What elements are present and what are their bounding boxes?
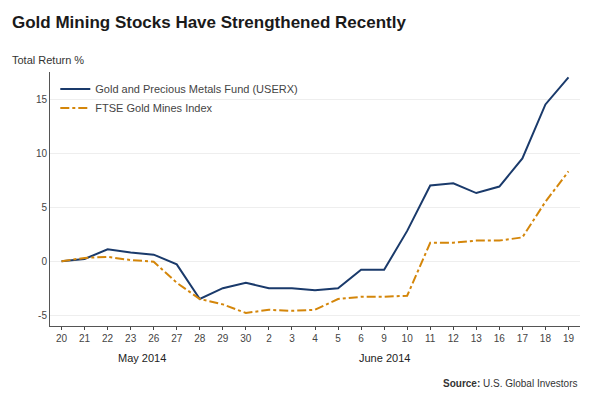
svg-text:6: 6: [358, 333, 364, 344]
svg-text:Gold Mining Stocks Have Streng: Gold Mining Stocks Have Strengthened Rec…: [12, 13, 406, 32]
svg-text:0: 0: [41, 256, 47, 267]
svg-text:5: 5: [41, 202, 47, 213]
svg-text:June 2014: June 2014: [359, 352, 410, 364]
svg-text:22: 22: [102, 333, 114, 344]
svg-text:15: 15: [36, 94, 48, 105]
svg-text:4: 4: [312, 333, 318, 344]
svg-text:9: 9: [381, 333, 387, 344]
svg-text:Total Return %: Total Return %: [12, 54, 84, 66]
svg-text:27: 27: [171, 333, 183, 344]
svg-text:20: 20: [56, 333, 68, 344]
svg-text:23: 23: [125, 333, 137, 344]
svg-text:Source: U.S. Global Investors: Source: U.S. Global Investors: [443, 378, 578, 389]
svg-text:19: 19: [563, 333, 575, 344]
svg-text:FTSE Gold Mines Index: FTSE Gold Mines Index: [95, 102, 212, 114]
svg-text:11: 11: [425, 333, 436, 344]
svg-text:10: 10: [36, 148, 48, 159]
svg-text:17: 17: [517, 333, 529, 344]
svg-text:13: 13: [471, 333, 483, 344]
svg-text:26: 26: [148, 333, 160, 344]
svg-text:Gold and Precious Metals Fund: Gold and Precious Metals Fund (USERX): [95, 83, 297, 95]
svg-text:5: 5: [335, 333, 341, 344]
svg-text:-5: -5: [38, 310, 47, 321]
svg-text:3: 3: [289, 333, 295, 344]
svg-text:29: 29: [217, 333, 229, 344]
svg-text:28: 28: [194, 333, 206, 344]
svg-text:21: 21: [79, 333, 91, 344]
svg-text:May 2014: May 2014: [118, 352, 166, 364]
svg-text:12: 12: [448, 333, 460, 344]
svg-text:16: 16: [494, 333, 506, 344]
svg-text:10: 10: [402, 333, 414, 344]
svg-text:30: 30: [240, 333, 252, 344]
svg-text:18: 18: [540, 333, 552, 344]
svg-text:2: 2: [266, 333, 272, 344]
